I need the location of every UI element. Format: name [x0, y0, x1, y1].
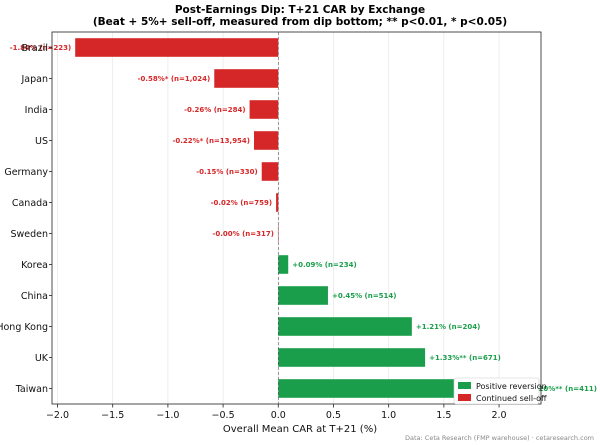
source-note: Data: Ceta Research (FMP warehouse) · ce…: [405, 434, 594, 442]
legend-label-negative: Continued sell-off: [476, 394, 547, 403]
bar-brazil: [75, 38, 279, 57]
category-label: Canada: [12, 198, 48, 209]
category-label: Hong Kong: [0, 322, 48, 333]
category-label: Germany: [4, 167, 48, 178]
bar-hong-kong: [278, 317, 412, 336]
category-label: Japan: [21, 74, 49, 85]
category-label: Brazil: [21, 43, 48, 54]
legend: Positive reversion Continued sell-off: [453, 377, 547, 405]
category-label: UK: [35, 353, 49, 364]
data-label: +0.45% (n=514): [332, 292, 396, 300]
x-tick-label: 2.0: [491, 410, 506, 421]
data-label: -1.84% (n=223): [10, 44, 72, 52]
category-label: Taiwan: [15, 384, 48, 395]
legend-swatch-positive: [458, 382, 471, 389]
category-label: India: [25, 105, 48, 116]
x-tick-label: −0.5: [212, 410, 235, 421]
bar-korea: [278, 255, 289, 274]
category-labels-group: Brazil Japan India US Germany Canada Sweden Kor…: [0, 43, 52, 395]
x-tick-label: 0.0: [271, 410, 286, 421]
bar-canada: [276, 193, 279, 212]
category-label: Korea: [21, 260, 48, 271]
category-label: Sweden: [10, 229, 48, 240]
legend-box: [453, 377, 540, 405]
bar-uk: [278, 348, 426, 367]
category-label: US: [35, 136, 48, 147]
data-label: +1.21% (n=204): [416, 323, 480, 331]
bar-japan: [214, 69, 279, 88]
data-label: +2.20%** (n=411): [525, 385, 597, 393]
category-label: China: [21, 291, 48, 302]
bar-china: [278, 286, 328, 305]
data-label: -0.22%* (n=13,954): [172, 137, 250, 145]
chart-subtitle: (Beat + 5%+ sell-off, measured from dip …: [93, 16, 507, 28]
data-label: -0.58%* (n=1,024): [138, 75, 211, 83]
x-tick-label: −1.5: [101, 410, 124, 421]
bar-us: [254, 131, 279, 150]
plot-frame: [51, 31, 542, 405]
legend-label-positive: Positive reversion: [476, 382, 547, 391]
x-tick-label: 0.5: [326, 410, 341, 421]
data-label: -0.00% (n=317): [212, 230, 274, 238]
x-ticks-group: −2.0 −1.5 −1.0 −0.5 0.0 0.5 1.0 1.5 2.0: [46, 404, 507, 421]
data-label: -0.02% (n=759): [211, 199, 273, 207]
x-tick-label: −1.0: [156, 410, 179, 421]
data-label: -0.26% (n=284): [184, 106, 246, 114]
data-label: -0.15% (n=330): [196, 168, 258, 176]
legend-swatch-negative: [458, 394, 471, 401]
chart-title: Post-Earnings Dip: T+21 CAR by Exchange: [175, 4, 425, 16]
bar-germany: [261, 162, 279, 181]
x-tick-label: −2.0: [46, 410, 69, 421]
bar-india: [249, 100, 279, 119]
data-labels-group: -1.84% (n=223) -0.58%* (n=1,024) -0.26% (n…: [10, 44, 597, 393]
x-axis-label: Overall Mean CAR at T+21 (%): [223, 424, 377, 435]
x-tick-label: 1.0: [381, 410, 396, 421]
bars-group: [75, 38, 522, 398]
data-label: +0.09% (n=234): [292, 261, 356, 269]
x-tick-label: 1.5: [436, 410, 451, 421]
data-label: +1.33%** (n=671): [429, 354, 501, 362]
